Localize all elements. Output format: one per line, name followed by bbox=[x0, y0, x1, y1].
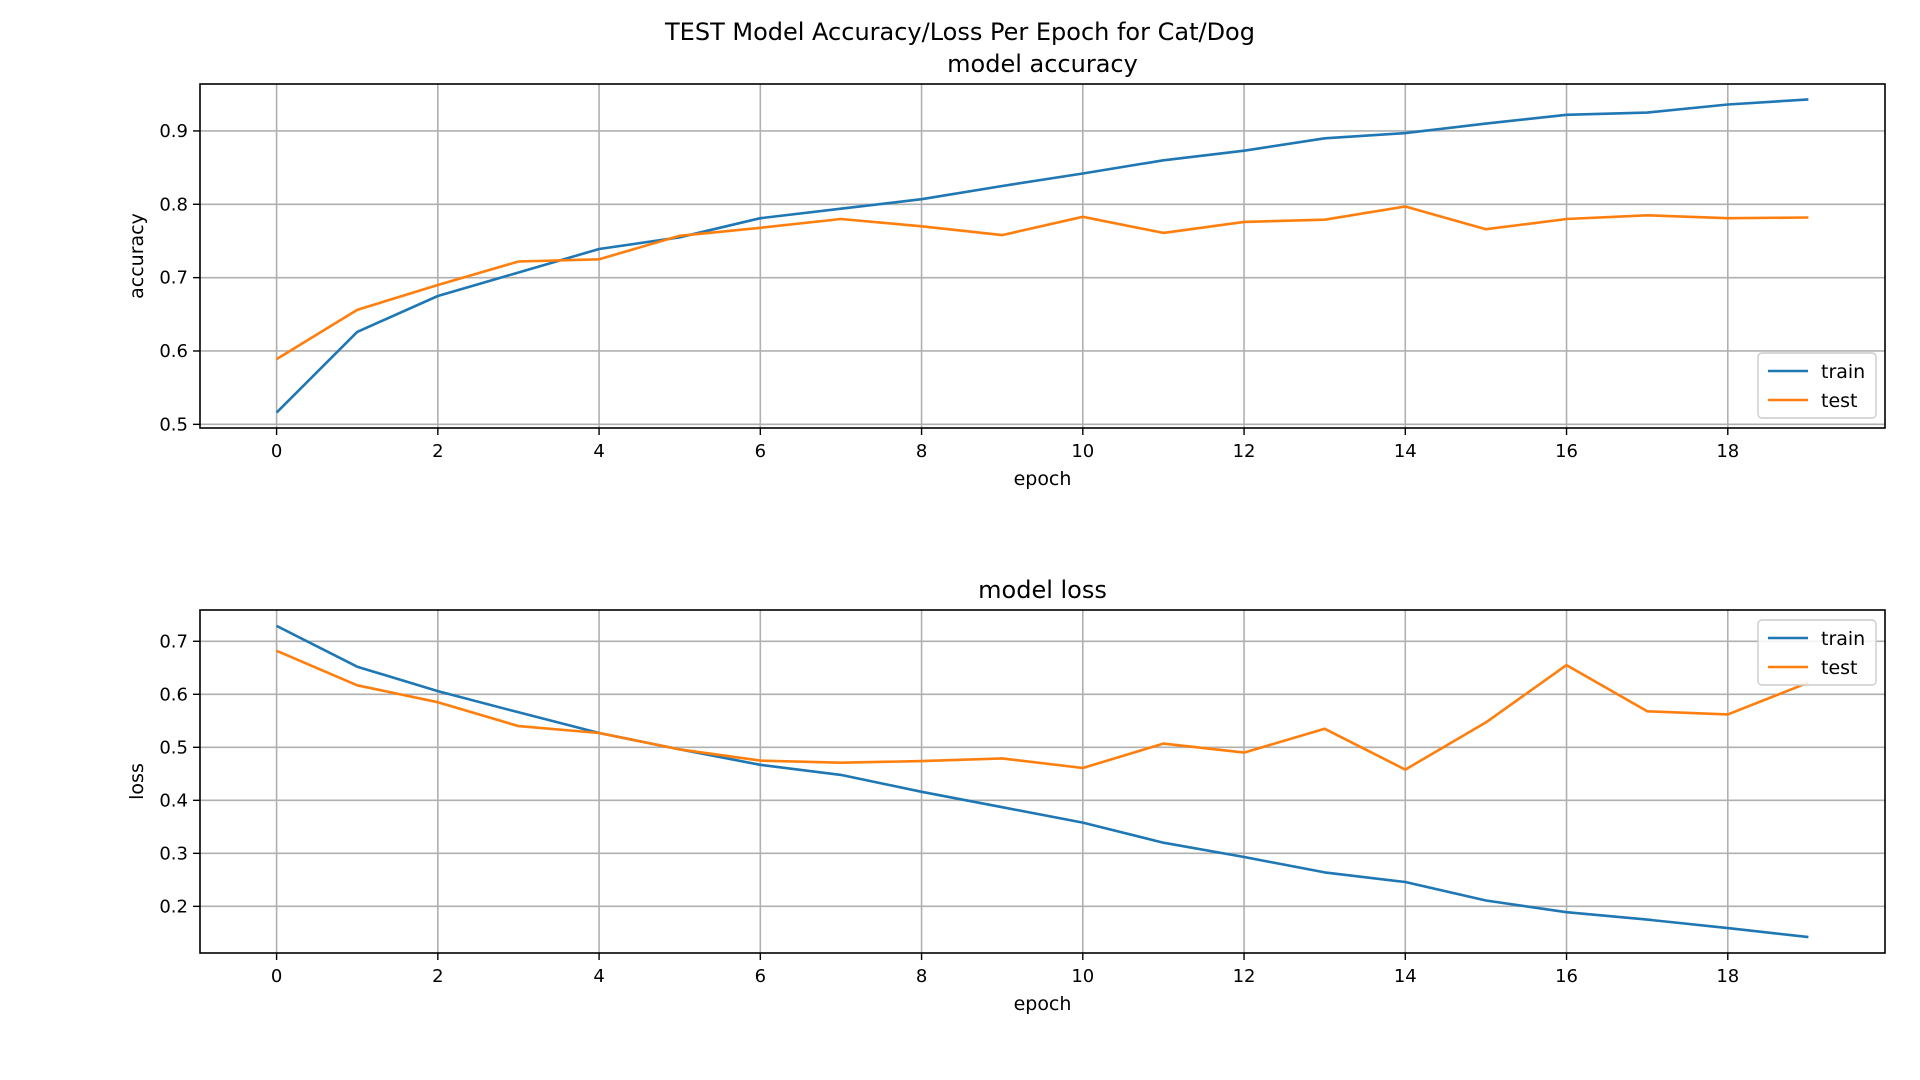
x-axis-label: epoch bbox=[1014, 468, 1072, 490]
x-tick-label: 6 bbox=[755, 966, 766, 987]
legend-label-test: test bbox=[1821, 390, 1858, 412]
y-tick-label: 0.7 bbox=[159, 631, 188, 652]
axes-frame bbox=[199, 83, 1886, 429]
x-tick-label: 14 bbox=[1394, 441, 1417, 462]
y-axis-label: loss bbox=[126, 763, 148, 800]
x-tick-label: 2 bbox=[432, 966, 443, 987]
x-tick-label: 2 bbox=[432, 441, 443, 462]
x-tick-label: 10 bbox=[1071, 966, 1094, 987]
x-tick-label: 4 bbox=[593, 441, 604, 462]
x-tick-label: 6 bbox=[755, 441, 766, 462]
x-tick-label: 18 bbox=[1716, 966, 1739, 987]
y-axis-label: accuracy bbox=[126, 213, 148, 299]
legend: train test bbox=[1757, 352, 1877, 419]
x-tick-label: 0 bbox=[271, 441, 282, 462]
legend-box bbox=[1757, 619, 1877, 686]
y-tick-label: 0.8 bbox=[159, 194, 188, 215]
legend-label-train: train bbox=[1821, 361, 1865, 383]
legend-label-test: test bbox=[1821, 657, 1858, 679]
x-tick-label: 16 bbox=[1555, 441, 1578, 462]
y-tick-label: 0.4 bbox=[159, 790, 188, 811]
x-tick-label: 16 bbox=[1555, 966, 1578, 987]
y-tick-label: 0.6 bbox=[159, 684, 188, 705]
series-line-test bbox=[275, 205, 1809, 361]
figure-suptitle: TEST Model Accuracy/Loss Per Epoch for C… bbox=[664, 18, 1255, 46]
panel-title: model accuracy bbox=[947, 50, 1138, 78]
legend-box bbox=[1757, 352, 1877, 419]
plot-panel-2: 0 2 4 6 8 10 12 14 16 18 0.2 0.3 0.4 0.5 0.6 0.7 model l… bbox=[126, 576, 1886, 1015]
series-line-train bbox=[276, 624, 1809, 939]
x-tick-label: 14 bbox=[1394, 966, 1417, 987]
x-tick-label: 12 bbox=[1233, 441, 1256, 462]
x-tick-label: 0 bbox=[271, 966, 282, 987]
plot-panel-1: 0 2 4 6 8 10 12 14 16 18 0.5 0.6 0.7 0.8 0.9 model accu… bbox=[126, 50, 1886, 490]
series-line-test bbox=[276, 649, 1809, 771]
legend-label-train: train bbox=[1821, 628, 1865, 650]
x-tick-label: 4 bbox=[593, 966, 604, 987]
series-line-train bbox=[275, 98, 1809, 414]
x-tick-label: 10 bbox=[1071, 441, 1094, 462]
y-tick-label: 0.2 bbox=[159, 896, 188, 917]
panel-title: model loss bbox=[978, 576, 1107, 604]
x-tick-label: 18 bbox=[1716, 441, 1739, 462]
y-tick-label: 0.6 bbox=[159, 341, 188, 362]
x-tick-label: 8 bbox=[916, 966, 927, 987]
y-tick-label: 0.3 bbox=[159, 843, 188, 864]
y-tick-label: 0.7 bbox=[159, 268, 188, 289]
axes-frame bbox=[199, 609, 1886, 954]
y-tick-label: 0.9 bbox=[159, 121, 188, 142]
x-tick-label: 12 bbox=[1233, 966, 1256, 987]
legend: train test bbox=[1757, 619, 1877, 686]
y-tick-label: 0.5 bbox=[159, 737, 188, 758]
x-tick-label: 8 bbox=[916, 441, 927, 462]
y-tick-label: 0.5 bbox=[159, 414, 188, 435]
x-axis-label: epoch bbox=[1014, 993, 1072, 1015]
